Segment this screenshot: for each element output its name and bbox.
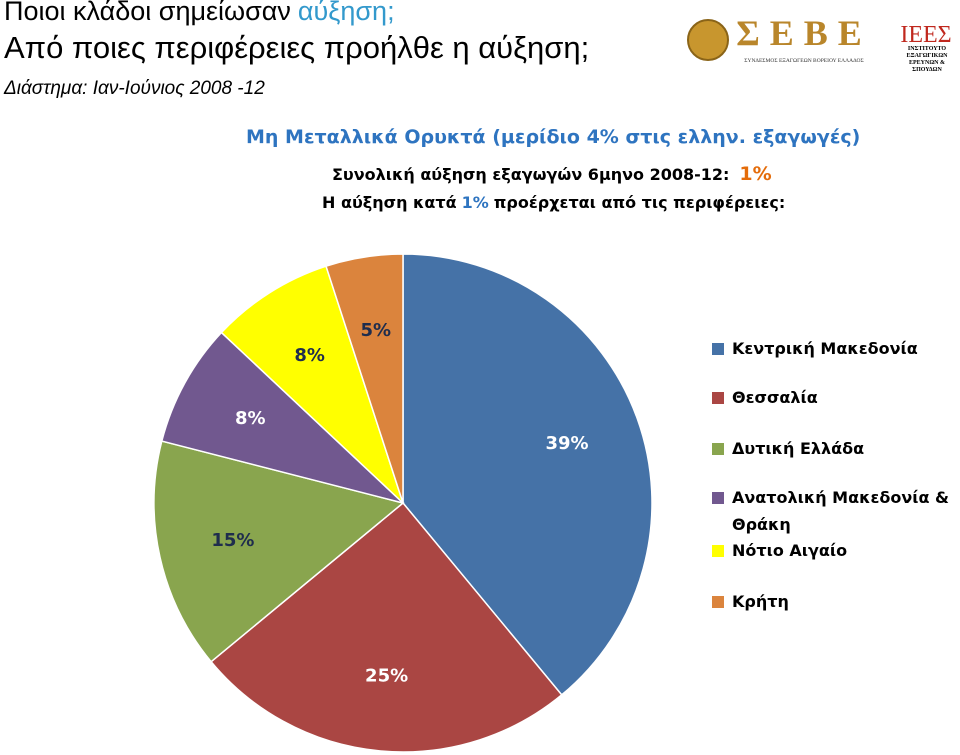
- seve-logo: ΣΕΒΕ ΣΥΝΔΕΣΜΟΣ ΕΞΑΓΩΓΕΩΝ ΒΟΡΕΙΟΥ ΕΛΛΑΔΟΣ: [686, 18, 882, 66]
- title-highlight: αύξηση;: [297, 0, 395, 26]
- legend-item: Ανατολική Μακεδονία & Θράκη: [712, 484, 952, 538]
- note-text: προέρχεται από τις περιφέρειες:: [493, 193, 786, 212]
- title-text: Ποιοι κλάδοι σημείωσαν: [4, 0, 291, 26]
- subtitle-value: 1%: [739, 163, 772, 185]
- legend-label: Θεσσαλία: [732, 388, 818, 407]
- legend-label: Δυτική Ελλάδα: [732, 439, 865, 458]
- slide-subtitle: Από ποιες περιφέρειες προήλθε η αύξηση;: [4, 30, 590, 65]
- legend-item: Θεσσαλία: [712, 384, 952, 411]
- chart-note: Η αύξηση κατά 1% προέρχεται από τις περιφέ…: [322, 193, 785, 212]
- data-label: 15%: [211, 530, 254, 551]
- logo-caption: ΙΝΣΤΙΤΟΥΤΟ ΕΞΑΓΩΓΙΚΩΝ ΕΡΕΥΝΩΝ & ΣΠΟΥΔΩΝ: [906, 46, 948, 73]
- data-label: 5%: [360, 320, 391, 341]
- pie-slice: [220, 265, 404, 504]
- legend-swatch: [712, 343, 724, 355]
- data-label: 8%: [235, 408, 266, 429]
- legend-label: Νότιο Αιγαίο: [732, 541, 848, 560]
- data-label: 8%: [294, 345, 325, 366]
- legend-item: Δυτική Ελλάδα: [712, 435, 952, 462]
- legend-swatch: [712, 443, 724, 455]
- logo-text: ΙΕΕΣ: [900, 22, 951, 48]
- legend-item: Νότιο Αιγαίο: [712, 537, 952, 564]
- legend-label: Ανατολική Μακεδονία & Θράκη: [732, 488, 949, 534]
- note-text: Η αύξηση κατά: [322, 193, 457, 212]
- logo-coin: [687, 19, 729, 61]
- data-label: 25%: [365, 666, 408, 687]
- period: Διάστημα: Ιαν-Ιούνιος 2008 -12: [4, 78, 265, 99]
- logo-caption: ΣΥΝΔΕΣΜΟΣ ΕΞΑΓΩΓΕΩΝ ΒΟΡΕΙΟΥ ΕΛΛΑΔΟΣ: [744, 58, 863, 64]
- pie-slice: [153, 440, 405, 663]
- legend-swatch: [712, 545, 724, 557]
- pie-slice: [210, 501, 563, 753]
- subtitle-text: Συνολική αύξηση εξαγωγών 6μηνο 2008-12:: [332, 165, 730, 184]
- legend-item: Κεντρική Μακεδονία: [712, 335, 952, 362]
- slide-title: Ποιοι κλάδοι σημείωσαν αύξηση;: [4, 0, 395, 27]
- legend-label: Κρήτη: [732, 592, 789, 611]
- pie-slice: [325, 253, 404, 504]
- chart-subtitle: Συνολική αύξηση εξαγωγών 6μηνο 2008-12: 1…: [332, 163, 772, 185]
- logo-text: ΣΕΒΕ: [736, 18, 872, 53]
- data-label: 39%: [545, 433, 588, 454]
- legend-swatch: [712, 492, 724, 504]
- pie-slice: [160, 331, 404, 504]
- pie-slice: [402, 253, 653, 696]
- iees-logo: ΙΕΕΣ ΙΝΣΤΙΤΟΥΤΟ ΕΞΑΓΩΓΙΚΩΝ ΕΡΕΥΝΩΝ & ΣΠΟ…: [900, 22, 951, 73]
- logo-caption-box: ΙΝΣΤΙΤΟΥΤΟ ΕΞΑΓΩΓΙΚΩΝ ΕΡΕΥΝΩΝ & ΣΠΟΥΔΩΝ: [906, 46, 948, 73]
- legend-swatch: [712, 596, 724, 608]
- legend-swatch: [712, 392, 724, 404]
- legend-label: Κεντρική Μακεδονία: [732, 339, 918, 358]
- chart-title: Μη Μεταλλικά Ορυκτά (μερίδιο 4% στις ελλ…: [246, 126, 861, 148]
- note-value: 1%: [461, 193, 489, 212]
- legend-item: Κρήτη: [712, 588, 952, 615]
